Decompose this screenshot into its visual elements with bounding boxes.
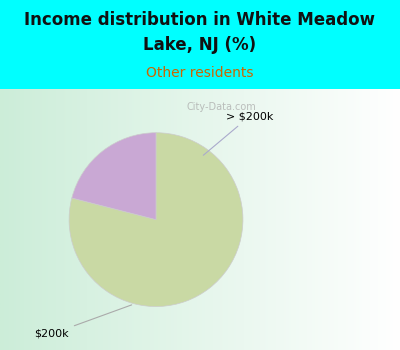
Text: Other residents: Other residents: [146, 66, 254, 80]
Text: $200k: $200k: [34, 305, 132, 339]
Text: Income distribution in White Meadow: Income distribution in White Meadow: [24, 10, 376, 29]
Wedge shape: [72, 133, 156, 220]
Text: Lake, NJ (%): Lake, NJ (%): [144, 36, 256, 54]
Text: City-Data.com: City-Data.com: [186, 102, 256, 112]
Text: > $200k: > $200k: [203, 112, 273, 155]
Wedge shape: [69, 133, 243, 307]
